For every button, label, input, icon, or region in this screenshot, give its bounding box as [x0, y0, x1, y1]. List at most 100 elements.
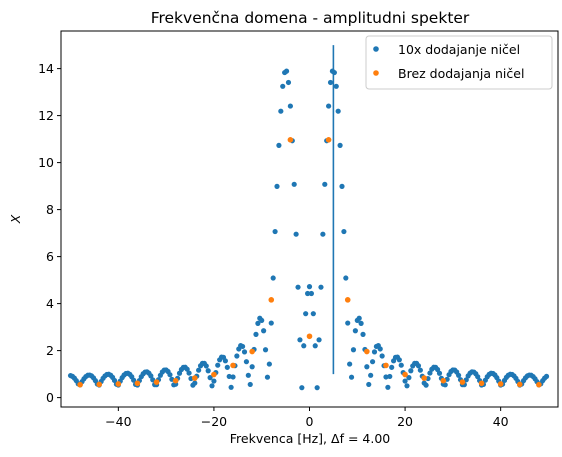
series-1-point	[366, 381, 372, 388]
series-1-point	[148, 373, 154, 379]
series-1-point	[291, 181, 297, 187]
legend-marker-series-1	[373, 46, 379, 52]
series-1-point	[215, 362, 221, 368]
series-1-point	[377, 346, 383, 352]
series-1-point	[396, 357, 402, 363]
series-1-point	[280, 83, 286, 89]
series-2-point	[325, 137, 332, 143]
series-1-point	[211, 378, 217, 384]
series-2-point	[536, 381, 542, 388]
x-tick-label: −40	[105, 414, 131, 429]
series-2-point	[192, 375, 198, 381]
series-1-point	[341, 228, 347, 235]
series-1-point	[436, 370, 443, 376]
series-1-point	[266, 361, 272, 367]
series-2-point	[96, 381, 103, 388]
series-1-point	[310, 311, 316, 317]
series-1-point	[247, 381, 253, 388]
series-1-point	[318, 284, 324, 290]
y-tick-label: 4	[46, 296, 54, 311]
series-2-point	[459, 379, 466, 385]
series-2-point	[77, 381, 83, 388]
series-2-point	[364, 348, 370, 355]
series-1-point	[408, 368, 414, 374]
series-1-point	[283, 68, 290, 74]
legend-label-series-1: 10x dodajanje ničel	[398, 42, 520, 57]
series-1-point	[347, 361, 353, 367]
series-2-point	[172, 377, 179, 384]
series-2-point	[478, 380, 485, 387]
series-2-point	[516, 381, 523, 388]
series-1-point	[417, 367, 423, 373]
series-1-point	[442, 382, 448, 388]
series-2-point	[344, 297, 351, 303]
legend-frame	[365, 35, 553, 90]
series-1-point	[335, 108, 341, 114]
series-1-point	[475, 374, 481, 380]
series-2-point	[249, 348, 255, 355]
series-2-point	[383, 362, 389, 369]
x-tick-label: 20	[397, 414, 413, 429]
series-1-point	[228, 384, 234, 390]
series-1-point	[243, 359, 250, 365]
series-1-point	[259, 317, 265, 324]
series-1-point	[230, 374, 236, 380]
series-1-point	[331, 69, 337, 76]
series-1-point	[389, 364, 395, 370]
plot-area	[67, 45, 550, 391]
series-2-point	[268, 297, 275, 303]
series-1-point	[203, 363, 209, 369]
series-1-point	[358, 320, 364, 326]
x-tick-label: −20	[201, 414, 227, 429]
series-1-point	[303, 311, 309, 317]
chart-title: Frekvenčna domena - amplitudni spekter	[151, 9, 470, 27]
series-2-point	[287, 137, 294, 143]
series-1-point	[186, 370, 192, 376]
series-1-point	[368, 372, 374, 378]
series-1-point	[343, 275, 349, 281]
x-axis-label: Frekvenca [Hz], Δf = 4.00	[230, 431, 391, 446]
series-1-point	[226, 373, 232, 380]
series-1-point	[543, 373, 550, 379]
axes: −40 −20 0 20 40 0 2 4 6 8 10 12 14	[38, 61, 509, 429]
series-1-point	[312, 343, 318, 349]
series-1-point	[270, 275, 276, 281]
series-1-point	[249, 364, 255, 370]
legend-label-series-2: Brez dodajanja ničel	[398, 66, 524, 81]
series-1-point	[415, 363, 422, 369]
series-1-point	[255, 320, 261, 326]
series-1-point	[285, 79, 292, 86]
series-1-point	[264, 374, 271, 380]
series-1-point	[339, 183, 345, 189]
series-1-point	[299, 385, 305, 391]
series-1-point	[387, 373, 393, 380]
series-1-point	[379, 353, 385, 359]
legend: 10x dodajanje ničel Brez dodajanja ničel	[365, 35, 553, 90]
series-2-point	[440, 377, 447, 384]
x-tick-label: 0	[306, 414, 314, 429]
series-1-point	[320, 231, 326, 237]
series-1-point	[131, 377, 137, 383]
series-1-point	[306, 284, 313, 290]
series-2-point	[115, 381, 122, 387]
series-1-point	[209, 383, 215, 389]
series-1-point	[427, 370, 433, 376]
series-1-point	[276, 142, 282, 148]
series-1-point	[297, 337, 303, 343]
series-1-point	[350, 347, 357, 353]
series-1-point	[322, 181, 328, 187]
series-1-point	[456, 372, 462, 378]
series-1-point	[274, 183, 280, 189]
series-1-point	[272, 228, 278, 235]
series-2-point	[421, 375, 427, 381]
series-1-point	[207, 375, 213, 381]
y-tick-label: 8	[46, 202, 54, 217]
series-1-point	[404, 383, 410, 389]
series-1-point	[261, 328, 267, 334]
series-1-point	[398, 362, 404, 368]
series-1-point	[385, 384, 391, 390]
legend-marker-series-2	[373, 70, 379, 76]
series-1-point	[345, 320, 351, 326]
series-1-point	[241, 349, 248, 355]
